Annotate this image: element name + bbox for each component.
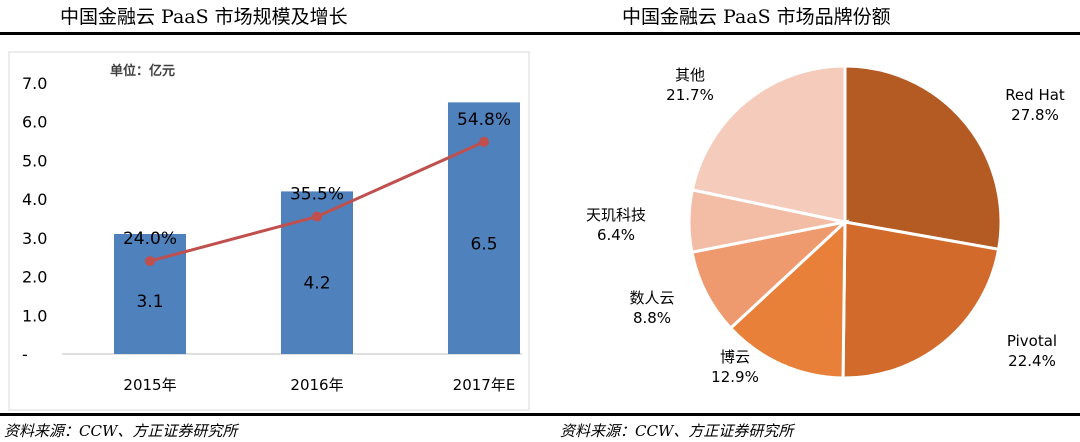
pie-slice-percent: 21.7%: [666, 86, 714, 104]
top-rule: [0, 32, 1080, 35]
bottom-rule: [0, 413, 1080, 416]
pie-slice-label: 博云: [720, 348, 750, 366]
pie-slice-percent: 22.4%: [1008, 352, 1056, 370]
bar-value-label: 4.2: [303, 273, 330, 293]
pie-slice-label: Pivotal: [1007, 332, 1057, 350]
x-tick-label: 2017年E: [453, 376, 516, 394]
y-tick-label: 3.0: [22, 229, 47, 248]
left-source-note: 资料来源：CCW、方正证券研究所: [4, 422, 238, 440]
pie-slice-label: 数人云: [629, 289, 674, 307]
left-chart-title: 中国金融云 PaaS 市场规模及增长: [60, 6, 348, 28]
pie-slice-label: 天玑科技: [586, 206, 646, 224]
pie-slice: [728, 218, 847, 380]
pie-slice: [843, 64, 1003, 252]
pie-slice-percent: 6.4%: [597, 226, 635, 244]
growth-point: [312, 211, 322, 222]
pie-slice: [690, 64, 847, 224]
growth-label: 54.8%: [457, 110, 511, 130]
bar-chart-frame: [8, 51, 530, 411]
pie-slice: [841, 220, 1001, 380]
growth-point: [479, 136, 489, 147]
growth-label: 35.5%: [290, 185, 344, 205]
pie-slice-percent: 8.8%: [633, 309, 671, 327]
pie-slice-label: 其他: [675, 66, 705, 84]
pie-slice-label: Red Hat: [1005, 86, 1065, 104]
y-tick-label: 6.0: [22, 113, 47, 132]
y-tick-label: 4.0: [22, 190, 47, 209]
pie-slice-percent: 12.9%: [711, 368, 759, 386]
growth-point: [145, 256, 155, 267]
bar-value-label: 6.5: [470, 234, 497, 254]
right-source-note: 资料来源：CCW、方正证券研究所: [560, 422, 794, 440]
bar-value-label: 3.1: [136, 292, 163, 312]
x-tick-label: 2015年: [123, 376, 176, 394]
pie-slice-percent: 27.8%: [1011, 106, 1059, 124]
growth-label: 24.0%: [123, 229, 177, 249]
x-tick-label: 2016年: [290, 376, 343, 394]
unit-label: 单位：亿元: [110, 63, 175, 79]
right-chart-title: 中国金融云 PaaS 市场品牌份额: [622, 6, 891, 28]
y-tick-label: 7.0: [22, 74, 47, 93]
y-tick-label: -: [22, 345, 28, 364]
y-tick-label: 1.0: [22, 306, 47, 325]
y-tick-label: 5.0: [22, 151, 47, 170]
pie-slice: [690, 219, 850, 331]
y-tick-label: 2.0: [22, 268, 47, 287]
